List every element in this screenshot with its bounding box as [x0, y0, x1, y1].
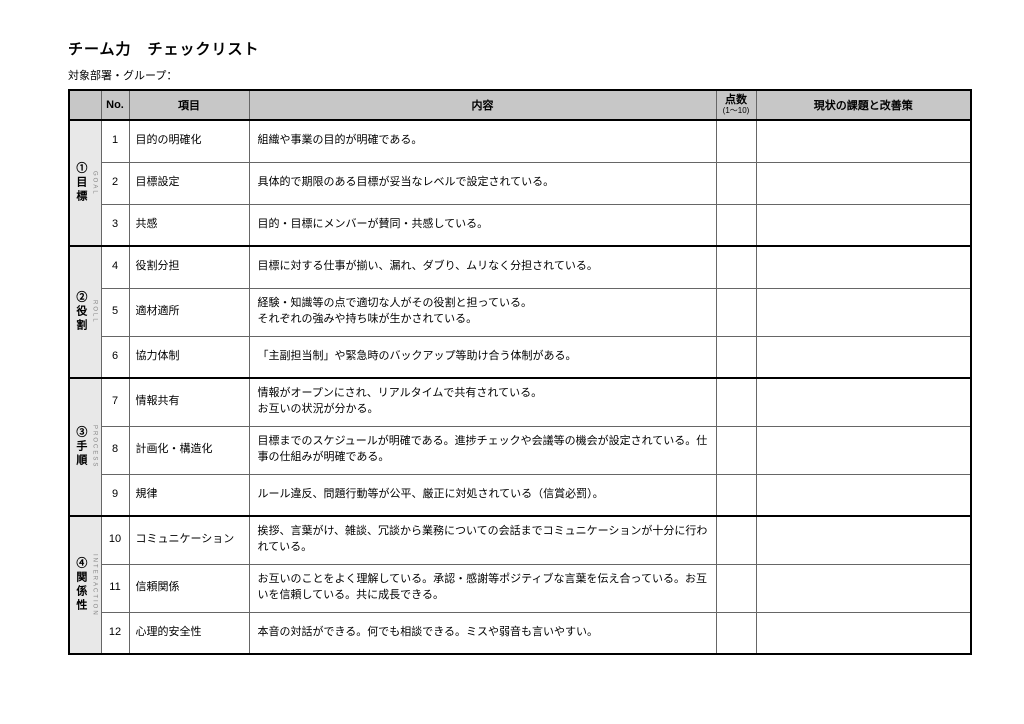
row-item: 共感: [129, 204, 249, 246]
header-issue: 現状の課題と改善策: [756, 90, 971, 120]
category-eng: PROCESS: [90, 425, 99, 468]
category-label: ③手順: [72, 426, 88, 468]
row-desc: 目標までのスケジュールが明確である。進捗チェックや会議等の機会が設定されている。…: [249, 426, 716, 474]
row-issue[interactable]: [756, 474, 971, 516]
row-issue[interactable]: [756, 564, 971, 612]
row-no: 2: [101, 162, 129, 204]
row-desc: 挨拶、言葉がけ、雑談、冗談から業務についての会話までコミュニケーションが十分に行…: [249, 516, 716, 564]
row-score[interactable]: [716, 120, 756, 162]
row-issue[interactable]: [756, 162, 971, 204]
page-title: チーム力 チェックリスト: [68, 38, 972, 59]
row-desc: 「主副担当制」や緊急時のバックアップ等助け合う体制がある。: [249, 336, 716, 378]
row-issue[interactable]: [756, 336, 971, 378]
row-item: コミュニケーション: [129, 516, 249, 564]
category-label: ④関係性: [72, 557, 88, 613]
row-desc: お互いのことをよく理解している。承認・感謝等ポジティブな言葉を伝え合っている。お…: [249, 564, 716, 612]
row-desc: 組織や事業の目的が明確である。: [249, 120, 716, 162]
row-issue[interactable]: [756, 246, 971, 288]
row-item: 情報共有: [129, 378, 249, 426]
target-label: 対象部署・グループ：: [68, 67, 972, 83]
row-no: 3: [101, 204, 129, 246]
header-desc: 内容: [249, 90, 716, 120]
row-score[interactable]: [716, 564, 756, 612]
row-score[interactable]: [716, 516, 756, 564]
row-no: 10: [101, 516, 129, 564]
row-no: 9: [101, 474, 129, 516]
row-no: 6: [101, 336, 129, 378]
header-item: 項目: [129, 90, 249, 120]
row-no: 11: [101, 564, 129, 612]
header-score-main: 点数: [725, 94, 747, 106]
row-item: 信頼関係: [129, 564, 249, 612]
row-score[interactable]: [716, 246, 756, 288]
category-eng: GOAL: [90, 171, 99, 196]
header-cat-blank: [69, 90, 101, 120]
row-no: 8: [101, 426, 129, 474]
row-item: 規律: [129, 474, 249, 516]
header-no: No.: [101, 90, 129, 120]
row-score[interactable]: [716, 162, 756, 204]
row-desc: 経験・知識等の点で適切な人がその役割と担っている。 それぞれの強みや持ち味が生か…: [249, 288, 716, 336]
row-score[interactable]: [716, 336, 756, 378]
row-item: 心理的安全性: [129, 612, 249, 654]
category-label: ②役割: [72, 291, 88, 333]
row-no: 4: [101, 246, 129, 288]
row-issue[interactable]: [756, 612, 971, 654]
row-no: 1: [101, 120, 129, 162]
row-issue[interactable]: [756, 516, 971, 564]
row-issue[interactable]: [756, 120, 971, 162]
category-cell: ④関係性INTERACTION: [69, 516, 101, 654]
row-issue[interactable]: [756, 378, 971, 426]
row-issue[interactable]: [756, 426, 971, 474]
row-issue[interactable]: [756, 288, 971, 336]
row-issue[interactable]: [756, 204, 971, 246]
row-item: 適材適所: [129, 288, 249, 336]
category-label: ①目標: [72, 162, 88, 204]
row-item: 計画化・構造化: [129, 426, 249, 474]
category-cell: ①目標GOAL: [69, 120, 101, 246]
row-item: 役割分担: [129, 246, 249, 288]
category-eng: ROLL: [90, 300, 99, 324]
row-item: 協力体制: [129, 336, 249, 378]
category-cell: ③手順PROCESS: [69, 378, 101, 516]
header-score-sub: (1～10): [717, 107, 756, 115]
row-desc: 目的・目標にメンバーが賛同・共感している。: [249, 204, 716, 246]
row-score[interactable]: [716, 426, 756, 474]
row-score[interactable]: [716, 612, 756, 654]
row-score[interactable]: [716, 204, 756, 246]
header-score: 点数 (1～10): [716, 90, 756, 120]
row-score[interactable]: [716, 474, 756, 516]
row-desc: ルール違反、問題行動等が公平、厳正に対処されている（信賞必罰）。: [249, 474, 716, 516]
row-no: 5: [101, 288, 129, 336]
row-item: 目標設定: [129, 162, 249, 204]
category-cell: ②役割ROLL: [69, 246, 101, 378]
category-eng: INTERACTION: [90, 554, 99, 617]
row-no: 12: [101, 612, 129, 654]
row-desc: 情報がオープンにされ、リアルタイムで共有されている。 お互いの状況が分かる。: [249, 378, 716, 426]
row-score[interactable]: [716, 288, 756, 336]
row-desc: 本音の対話ができる。何でも相談できる。ミスや弱音も言いやすい。: [249, 612, 716, 654]
row-no: 7: [101, 378, 129, 426]
row-desc: 具体的で期限のある目標が妥当なレベルで設定されている。: [249, 162, 716, 204]
checklist-table: No. 項目 内容 点数 (1～10) 現状の課題と改善策 ①目標GOAL1目的…: [68, 89, 972, 655]
row-desc: 目標に対する仕事が揃い、漏れ、ダブり、ムリなく分担されている。: [249, 246, 716, 288]
row-item: 目的の明確化: [129, 120, 249, 162]
row-score[interactable]: [716, 378, 756, 426]
